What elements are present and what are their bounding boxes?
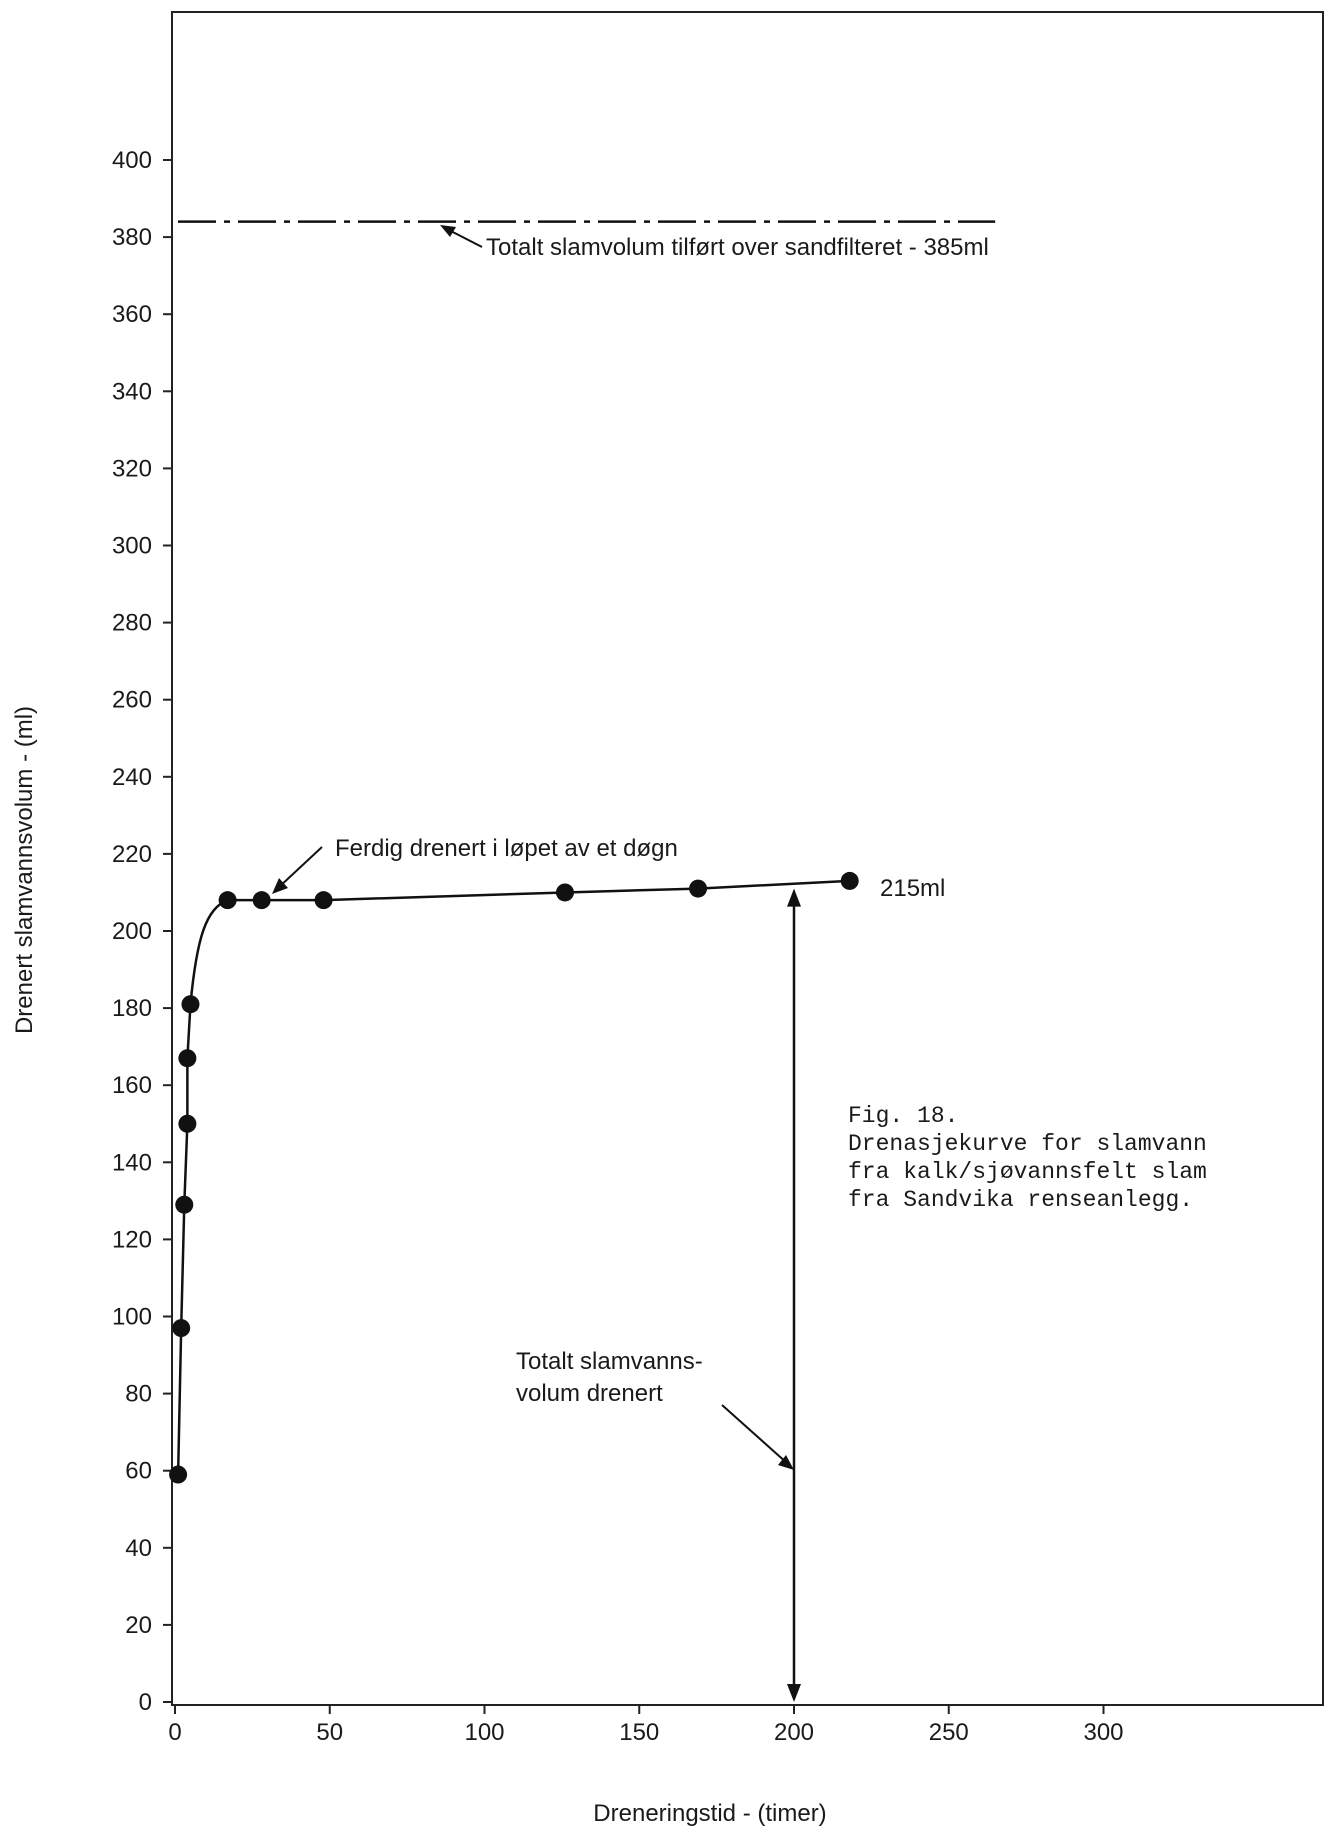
y-tick-label-400: 400: [112, 147, 152, 174]
caption-line-1: Fig. 18.: [848, 1103, 958, 1129]
data-points: [169, 871, 859, 1484]
y-tick-label-340: 340: [112, 378, 152, 405]
y-tick-label-260: 260: [112, 687, 152, 714]
data-point-1: [172, 1319, 191, 1338]
y-tick-label-180: 180: [112, 995, 152, 1022]
total-water-label-line1: Totalt slamvanns-: [516, 1348, 703, 1375]
y-tick-label-240: 240: [112, 764, 152, 791]
data-point-3: [178, 1114, 197, 1133]
x-axis-title: Dreneringstid - (timer): [593, 1800, 826, 1827]
total-water-label-line2: volum drenert: [516, 1380, 663, 1407]
x-tick-label-0: 0: [168, 1719, 181, 1746]
y-tick-label-120: 120: [112, 1226, 152, 1253]
x-axis-ticks: 0 50 100 150 200 250 300: [168, 1705, 1124, 1746]
total-sludge-label: Totalt slamvolum tilført over sandfilter…: [486, 234, 989, 261]
x-tick-label-100: 100: [464, 1719, 504, 1746]
y-tick-label-160: 160: [112, 1072, 152, 1099]
y-tick-label-380: 380: [112, 224, 152, 251]
data-point-0: [169, 1465, 188, 1484]
data-point-11: [840, 871, 859, 890]
x-tick-label-150: 150: [619, 1719, 659, 1746]
y-tick-label-80: 80: [125, 1381, 152, 1408]
drainage-curve: [175, 879, 850, 1476]
data-point-7: [252, 891, 271, 910]
caption-line-2: Drenasjekurve for slamvann: [848, 1131, 1207, 1157]
y-tick-label-220: 220: [112, 841, 152, 868]
data-point-2: [175, 1195, 194, 1214]
x-tick-label-300: 300: [1083, 1719, 1123, 1746]
annotation-arrows: [272, 225, 794, 1470]
data-point-9: [555, 883, 574, 902]
data-point-5: [181, 995, 200, 1014]
y-axis-ticks: 0 20 40 60 80 100 120 140 160 180 200 220 240 260 280 3…: [112, 147, 172, 1716]
y-tick-label-0: 0: [139, 1689, 152, 1716]
data-point-6: [218, 891, 237, 910]
y-tick-label-140: 140: [112, 1149, 152, 1176]
x-tick-label-250: 250: [929, 1719, 969, 1746]
drained-day-label: Ferdig drenert i løpet av et døgn: [335, 835, 678, 862]
plot-frame: [171, 11, 1324, 1706]
x-tick-label-200: 200: [774, 1719, 814, 1746]
final-value-label: 215ml: [880, 875, 945, 902]
data-point-10: [689, 879, 708, 898]
y-tick-label-360: 360: [112, 301, 152, 328]
y-tick-label-100: 100: [112, 1304, 152, 1331]
y-tick-label-280: 280: [112, 610, 152, 637]
x-tick-label-50: 50: [316, 1719, 343, 1746]
y-axis-title: Drenert slamvannsvolum - (ml): [11, 706, 38, 1034]
y-tick-label-60: 60: [125, 1458, 152, 1485]
total-water-double-arrow: [787, 888, 801, 1702]
y-tick-label-40: 40: [125, 1535, 152, 1562]
figure-caption: Fig. 18. Drenasjekurve for slamvann fra …: [848, 1103, 1207, 1213]
caption-line-4: fra Sandvika renseanlegg.: [848, 1187, 1193, 1213]
y-tick-label-320: 320: [112, 455, 152, 482]
caption-line-3: fra kalk/sjøvannsfelt slam: [848, 1159, 1207, 1185]
data-point-4: [178, 1049, 197, 1068]
y-tick-label-20: 20: [125, 1612, 152, 1639]
y-tick-label-200: 200: [112, 918, 152, 945]
data-point-8: [314, 891, 333, 910]
y-tick-label-300: 300: [112, 533, 152, 560]
